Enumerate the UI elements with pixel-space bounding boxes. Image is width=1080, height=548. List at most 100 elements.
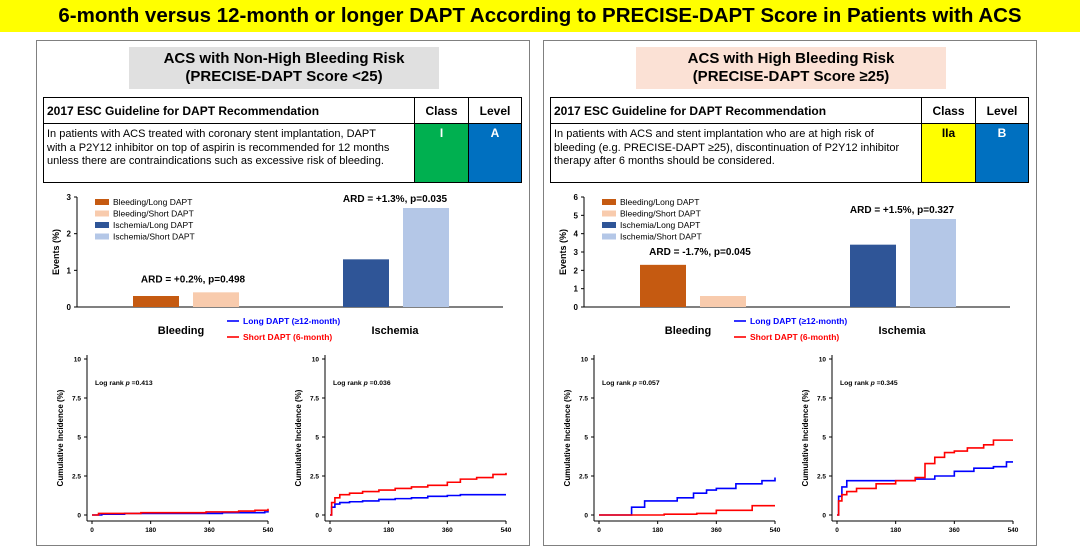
log-rank-p: p — [363, 380, 368, 387]
level-header: Level — [469, 98, 521, 124]
y-tick-label: 2.5 — [310, 474, 319, 481]
y-tick-label: 0 — [67, 303, 72, 312]
log-rank-value: =0.345 — [875, 380, 898, 387]
annotation-ischemia: ARD = +1.5%, p=0.327 — [850, 205, 955, 216]
panel-title-line1: ACS with Non-High Bleeding Risk — [163, 50, 405, 67]
legend-label: Ischemia/Short DAPT — [113, 232, 195, 242]
x-tick-label: 360 — [711, 527, 722, 534]
category-label: Ischemia — [878, 325, 926, 337]
bar-bleeding-short-dapt — [700, 296, 746, 307]
level-header: Level — [976, 98, 1028, 124]
legend-swatch — [95, 233, 109, 240]
y-tick-label: 2.5 — [817, 474, 826, 481]
km-curve-long — [599, 477, 776, 516]
y-tick-label: 7.5 — [579, 396, 588, 403]
y-tick-label: 10 — [74, 357, 82, 364]
guideline-text-line: unless there are contraindications such … — [47, 155, 384, 167]
log-rank-annotation: Log rank p =0.345 — [840, 380, 898, 387]
annotation-bleeding: ARD = +0.2%, p=0.498 — [141, 274, 246, 285]
guideline-table: 2017 ESC Guideline for DAPT Recommendati… — [43, 97, 522, 183]
level-value: B — [976, 124, 1028, 182]
legend-label: Bleeding/Short DAPT — [620, 209, 701, 219]
log-rank-prefix: Log rank — [95, 380, 126, 387]
legend-label: Bleeding/Long DAPT — [620, 197, 699, 207]
guideline-table: 2017 ESC Guideline for DAPT Recommendati… — [550, 97, 1029, 183]
log-rank-value: =0.057 — [637, 380, 660, 387]
km-legend-long-label: Long DAPT (≥12-month) — [750, 316, 847, 326]
y-axis-label: Cumulative Incidence (%) — [294, 389, 303, 486]
km-curve-short — [330, 472, 507, 516]
log-rank-p: p — [125, 380, 130, 387]
y-tick-label: 1 — [67, 266, 72, 275]
legend-swatch — [602, 199, 616, 205]
legend-swatch — [95, 199, 109, 205]
y-tick-label: 4 — [574, 230, 579, 239]
y-tick-label: 10 — [581, 357, 589, 364]
legend-label: Bleeding/Long DAPT — [113, 197, 192, 207]
class-header: Class — [922, 98, 976, 124]
log-rank-annotation: Log rank p =0.036 — [333, 380, 391, 387]
y-tick-label: 7.5 — [817, 396, 826, 403]
bar-bleeding-short-dapt — [193, 292, 239, 307]
x-tick-label: 540 — [770, 527, 781, 534]
y-tick-label: 1 — [574, 285, 579, 294]
ischemia-km-chart: 0 2.5 5 7.5 10 0 180 360 540 Cumulative Incidence… — [294, 355, 512, 534]
legend-swatch — [95, 222, 109, 228]
x-tick-label: 180 — [145, 527, 156, 534]
x-tick-label: 0 — [597, 527, 601, 534]
legend-swatch — [602, 210, 616, 217]
events-bar-chart: 0 1 2 3 Events (%) Bleeding/Long DAPT Bleeding… — [51, 193, 503, 342]
guideline-text: In patients with ACS treated with corona… — [44, 124, 415, 182]
legend-label: Bleeding/Short DAPT — [113, 209, 194, 219]
log-rank-annotation: Log rank p =0.057 — [602, 380, 660, 387]
guideline-text-line: In patients with ACS treated with corona… — [47, 128, 376, 140]
page-title: 6-month versus 12-month or longer DAPT A… — [0, 0, 1080, 32]
category-label: Bleeding — [665, 325, 711, 337]
panel-title-line1: ACS with High Bleeding Risk — [687, 50, 895, 67]
level-value: A — [469, 124, 521, 182]
panel-title-line2: (PRECISE-DAPT Score <25) — [185, 68, 383, 85]
y-axis-label: Events (%) — [558, 229, 568, 275]
category-label: Bleeding — [158, 325, 204, 337]
x-tick-label: 540 — [1008, 527, 1019, 534]
y-tick-label: 3 — [574, 248, 579, 257]
bar-ischemia-short-dapt — [403, 208, 449, 307]
panel-title: ACS with High Bleeding Risk (PRECISE-DAP… — [636, 47, 946, 89]
class-value: I — [415, 124, 469, 182]
y-axis-label: Cumulative Incidence (%) — [56, 389, 65, 486]
y-tick-label: 6 — [574, 193, 579, 202]
legend-label: Ischemia/Long DAPT — [620, 220, 700, 230]
x-tick-label: 360 — [442, 527, 453, 534]
bar-ischemia-long-dapt — [850, 244, 896, 307]
class-header: Class — [415, 98, 469, 124]
ischemia-km-chart: 0 2.5 5 7.5 10 0 180 360 540 Cumulative Incidence… — [801, 355, 1019, 534]
guideline-text-line: In patients with ACS and stent implantat… — [554, 128, 874, 140]
x-tick-label: 180 — [383, 527, 394, 534]
annotation-ischemia: ARD = +1.3%, p=0.035 — [343, 194, 448, 205]
y-tick-label: 7.5 — [310, 396, 319, 403]
y-tick-label: 0 — [315, 513, 319, 520]
y-tick-label: 5 — [574, 211, 579, 220]
bar-bleeding-long-dapt — [640, 264, 686, 307]
y-tick-label: 5 — [584, 435, 588, 442]
km-curve-short — [92, 508, 269, 516]
x-tick-label: 0 — [835, 527, 839, 534]
x-tick-label: 0 — [328, 527, 332, 534]
log-rank-prefix: Log rank — [602, 380, 633, 387]
y-tick-label: 2 — [574, 266, 579, 275]
log-rank-prefix: Log rank — [333, 380, 364, 387]
km-curve-short — [599, 504, 775, 516]
class-value: IIa — [922, 124, 976, 182]
panel-high-bleeding-risk: ACS with High Bleeding Risk (PRECISE-DAP… — [543, 40, 1037, 546]
y-axis-label: Cumulative Incidence (%) — [563, 389, 572, 486]
x-tick-label: 540 — [501, 527, 512, 534]
bleeding-km-chart: 0 2.5 5 7.5 10 0 180 360 540 Cumulative Incidence… — [563, 355, 781, 534]
y-tick-label: 5 — [315, 435, 319, 442]
km-curve-long — [330, 493, 506, 516]
legend-label: Ischemia/Short DAPT — [620, 232, 702, 242]
guideline-text-line: bleeding (e.g. PRECISE-DAPT ≥25), discon… — [554, 141, 900, 154]
y-tick-label: 7.5 — [72, 396, 81, 403]
km-legend-short-label: Short DAPT (6-month) — [243, 332, 332, 342]
legend-label: Ischemia/Long DAPT — [113, 220, 193, 230]
x-tick-label: 180 — [652, 527, 663, 534]
